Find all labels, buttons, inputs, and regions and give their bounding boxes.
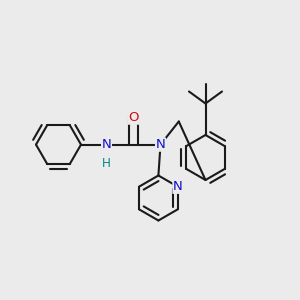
- Text: H: H: [102, 157, 111, 170]
- Text: O: O: [128, 111, 139, 124]
- Text: N: N: [156, 138, 165, 151]
- Text: N: N: [102, 138, 111, 151]
- Text: N: N: [173, 180, 183, 193]
